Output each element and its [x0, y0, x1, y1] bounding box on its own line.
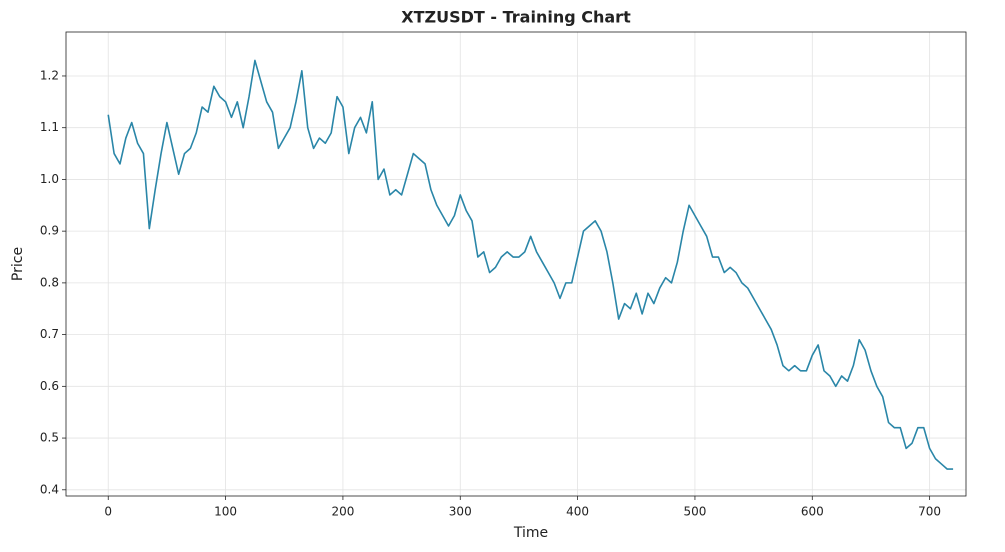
- y-tick-label: 0.9: [40, 224, 59, 238]
- price-line: [107, 59, 954, 470]
- x-tick-label: 600: [801, 505, 824, 519]
- plot-frame: [65, 31, 967, 497]
- y-tick-label: 0.8: [40, 275, 59, 289]
- chart-title: XTZUSDT - Training Chart: [401, 8, 631, 27]
- y-tick-label: 1.1: [40, 120, 59, 134]
- x-tick-label: 300: [449, 505, 472, 519]
- y-tick-label: 0.5: [40, 431, 59, 445]
- y-tick-label: 1.2: [40, 68, 59, 82]
- y-axis-label: Price: [10, 247, 26, 281]
- y-tick-label: 1.0: [40, 172, 59, 186]
- x-tick-label: 0: [104, 505, 112, 519]
- y-tick-label: 0.4: [40, 482, 59, 496]
- y-tick-label: 0.6: [40, 379, 59, 393]
- x-tick-label: 700: [918, 505, 941, 519]
- x-tick-label: 400: [566, 505, 589, 519]
- x-tick-label: 200: [331, 505, 354, 519]
- x-tick-label: 100: [214, 505, 237, 519]
- y-tick-label: 0.7: [40, 327, 59, 341]
- x-axis-label: Time: [513, 525, 548, 541]
- x-tick-label: 500: [683, 505, 706, 519]
